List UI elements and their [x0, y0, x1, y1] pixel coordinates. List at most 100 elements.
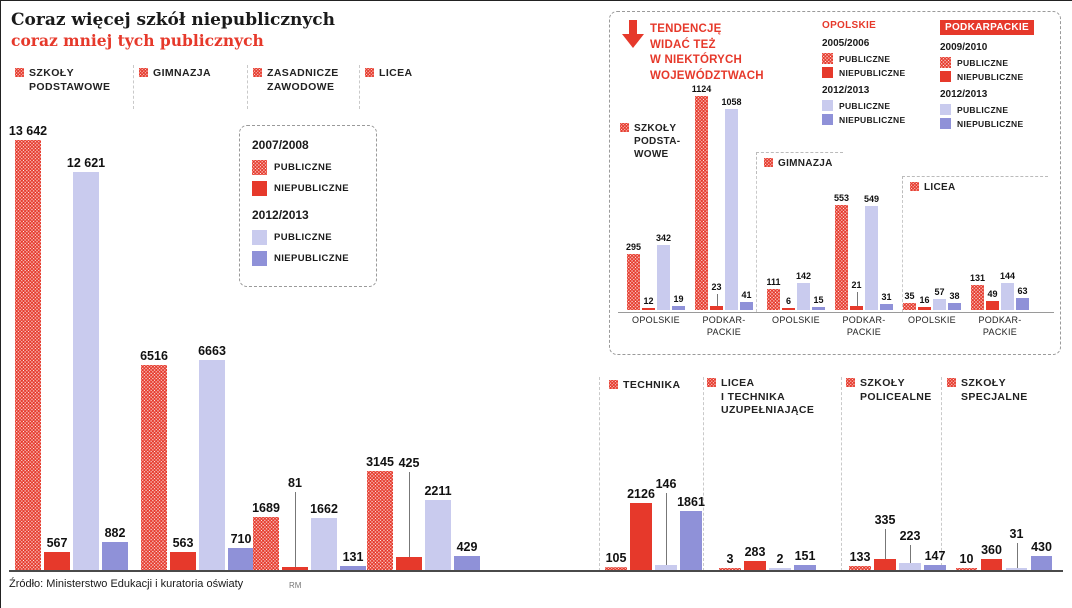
- bar-zasadnicze-series0: 1689: [252, 501, 280, 570]
- inset-x-axis-baseline: [618, 312, 1054, 313]
- group-separator: [133, 65, 134, 109]
- section-line: SZKOŁY: [634, 123, 677, 134]
- value-label: 16: [919, 295, 930, 305]
- bar-lic_pp-series0: 131: [970, 273, 985, 310]
- region-title-podkarpackie: PODKARPACKIE: [940, 20, 1048, 35]
- bar-group-sp_pp: 1124 23 1058 41: [692, 84, 753, 310]
- section-label-gimnazja: GIMNAZJA: [756, 152, 843, 174]
- legend-year-2012-2013: 2012/2013: [252, 208, 309, 222]
- value-label: 549: [863, 194, 880, 204]
- bar-policealne-series3: 147: [924, 549, 946, 570]
- value-label: 6: [785, 296, 792, 306]
- legend-row: PUBLICZNE: [822, 53, 930, 64]
- group-separator: [841, 377, 842, 571]
- bar-specjalne-series3: 430: [1031, 540, 1052, 570]
- bar-specjalne-series2: 31: [1006, 527, 1027, 570]
- value-label: 146: [655, 477, 677, 491]
- bar-licea_tech-series0: 3: [719, 552, 741, 570]
- bar-policealne-series0: 133: [849, 550, 871, 570]
- value-label: 6516: [140, 349, 168, 363]
- bar-group-podstawowe: 13 642 567 12 621 882: [9, 124, 128, 570]
- bar-gim_pp-series2: 549: [864, 194, 879, 310]
- swatch-dotted-red-icon: [940, 57, 951, 68]
- value-label: 335: [874, 513, 896, 527]
- bar-gim_pp-series1: 21: [850, 280, 863, 310]
- group-separator: [703, 377, 704, 571]
- swatch-red-icon: [822, 67, 833, 78]
- legend-row: NIEPUBLICZNE: [252, 251, 364, 266]
- value-label: 2211: [424, 484, 452, 498]
- bar-podstawowe-series2: 12 621: [67, 156, 105, 570]
- legend-row: NIEPUBLICZNE: [940, 118, 1048, 129]
- bar-technika-series1: 2126: [627, 487, 655, 570]
- swatch-red-icon: [252, 181, 267, 196]
- section-label-text: LICEA: [924, 181, 956, 194]
- value-label: 360: [981, 543, 1002, 557]
- value-label: 342: [655, 233, 672, 243]
- bar-group-zasadnicze: 1689 81 1662 131: [252, 476, 366, 570]
- section-label-szkoly-podstawowe: SZKOŁY PODSTA- WOWE: [620, 122, 681, 161]
- swatch-dotted-red-icon: [822, 53, 833, 64]
- bar-gim_op-series1: 6: [782, 296, 795, 310]
- axis-label-lic_op: OPOLSKIE: [908, 315, 956, 325]
- category-label-text: LICEA I TECHNIKA UZUPEŁNIAJĄCE: [721, 377, 815, 417]
- legend-label-niepubliczne: NIEPUBLICZNE: [274, 183, 349, 194]
- section-line: WOWE: [634, 149, 669, 160]
- bar-sp_pp-series0: 1124: [692, 84, 711, 310]
- bar-group-policealne: 133 335 223 147: [849, 513, 946, 570]
- bar-group-gim_pp: 553 21 549 31: [834, 193, 893, 310]
- bar-policealne-series2: 223: [899, 529, 921, 570]
- bar-policealne-series1: 335: [874, 513, 896, 570]
- bar-lic_op-series1: 16: [918, 295, 931, 310]
- bar-zasadnicze-series3: 131: [340, 550, 366, 570]
- value-label: 57: [934, 287, 945, 297]
- category-label-text: GIMNAZJA: [153, 67, 212, 79]
- value-label: 111: [766, 277, 781, 287]
- inset-legend-year: 2009/2010: [940, 42, 988, 53]
- legend-row: NIEPUBLICZNE: [822, 67, 930, 78]
- value-label: 131: [969, 273, 986, 283]
- bar-licea_tech-series3: 151: [794, 549, 816, 570]
- value-label: 710: [230, 532, 252, 546]
- bar-gimnazja-series3: 710: [228, 532, 254, 570]
- pointer-line: [716, 294, 718, 306]
- bar-group-lic_pp: 131 49 144 63: [970, 271, 1029, 310]
- legend-row: NIEPUBLICZNE: [940, 71, 1048, 82]
- legend-label-niepubliczne: NIEPUBLICZNE: [274, 253, 349, 264]
- group-separator: [359, 65, 360, 109]
- legend-row: PUBLICZNE: [252, 160, 364, 175]
- value-label: 15: [813, 295, 824, 305]
- inset-legend-year: 2012/2013: [940, 89, 988, 100]
- category-label-text: SZKOŁY POLICEALNE: [860, 377, 932, 403]
- credit-initials: RM: [289, 581, 302, 590]
- legend-label-publiczne: PUBLICZNE: [839, 53, 891, 64]
- group-separator: [247, 65, 248, 109]
- source-note: Źródło: Ministerstwo Edukacji i kuratori…: [9, 578, 244, 590]
- bar-group-licea_tech: 3 283 2 151: [719, 545, 816, 570]
- inset-heading-line: W NIEKTÓRYCH: [650, 54, 743, 67]
- category-label-policealne: SZKOŁY POLICEALNE: [846, 377, 932, 404]
- bar-group-specjalne: 10 360 31 430: [956, 527, 1052, 570]
- axis-label-sp_op: OPOLSKIE: [632, 315, 680, 325]
- bar-licea-series0: 3145: [366, 455, 394, 570]
- title-line1: Coraz więcej szkół niepublicznych: [11, 10, 335, 30]
- value-label: 63: [1017, 286, 1028, 296]
- dotted-marker-icon: [253, 68, 262, 77]
- bar-sp_op-series3: 19: [672, 294, 685, 310]
- bar-gim_pp-series3: 31: [880, 292, 893, 310]
- legend-label-niepubliczne: NIEPUBLICZNE: [839, 114, 906, 125]
- value-label: 223: [899, 529, 921, 543]
- region-badge: PODKARPACKIE: [940, 20, 1034, 35]
- category-label-text: LICEA: [379, 67, 413, 79]
- bar-specjalne-series1: 360: [981, 543, 1002, 570]
- page-title: Coraz więcej szkół niepublicznych coraz …: [11, 9, 335, 51]
- value-label: 151: [794, 549, 816, 563]
- bar-group-sp_op: 295 12 342 19: [626, 233, 685, 310]
- legend-label-niepubliczne: NIEPUBLICZNE: [957, 71, 1024, 82]
- category-label-text: SZKOŁY PODSTAWOWE: [29, 67, 111, 93]
- inset-legend-podkarpackie: PODKARPACKIE 2009/2010 PUBLICZNE NIEPUBL…: [940, 20, 1048, 132]
- category-label-licea_tech: LICEA I TECHNIKA UZUPEŁNIAJĄCE: [707, 377, 814, 418]
- group-separator: [599, 377, 600, 571]
- value-label: 49: [987, 289, 998, 299]
- axis-label-gim_pp: PODKAR- PACKIE: [842, 315, 886, 337]
